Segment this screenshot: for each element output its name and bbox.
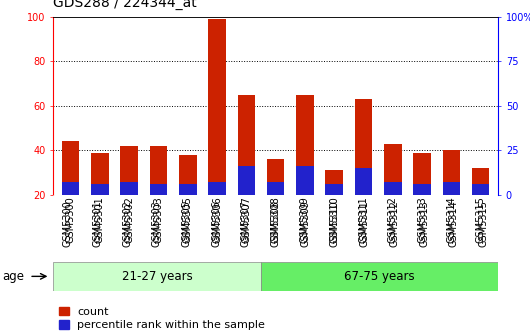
Text: GSM5311: GSM5311 (360, 200, 369, 247)
Text: GSM5302: GSM5302 (122, 200, 132, 247)
Bar (91, 153, 109, 195)
Bar (325, 170, 343, 195)
Legend: count, percentile rank within the sample: count, percentile rank within the sample (58, 307, 266, 330)
Text: GSM5300: GSM5300 (63, 200, 73, 247)
Text: GSM5301: GSM5301 (93, 200, 102, 247)
Text: GSM5312: GSM5312 (390, 200, 399, 247)
Bar (62, 181, 80, 195)
Bar (120, 181, 138, 195)
Text: GSM5308: GSM5308 (271, 200, 280, 247)
Text: GSM5306: GSM5306 (211, 200, 221, 247)
Text: GSM5310: GSM5310 (330, 200, 340, 247)
Bar (53, 262, 261, 291)
Bar (237, 166, 255, 195)
Bar (472, 168, 489, 195)
Bar (355, 99, 372, 195)
Bar (443, 151, 460, 195)
Bar (62, 141, 80, 195)
Text: age: age (3, 270, 25, 283)
Text: GSM5309: GSM5309 (301, 200, 310, 247)
Bar (472, 184, 489, 195)
Bar (413, 184, 431, 195)
Bar (208, 181, 226, 195)
Text: GSM5315: GSM5315 (479, 200, 488, 247)
Bar (296, 95, 314, 195)
Text: 67-75 years: 67-75 years (344, 270, 415, 283)
Bar (149, 184, 167, 195)
Bar (355, 168, 372, 195)
Bar (208, 19, 226, 195)
Bar (179, 155, 197, 195)
Bar (384, 181, 402, 195)
Text: GSM5314: GSM5314 (449, 200, 458, 247)
Bar (325, 184, 343, 195)
Text: GSM5313: GSM5313 (419, 200, 429, 247)
Text: 21-27 years: 21-27 years (121, 270, 192, 283)
Text: GSM5303: GSM5303 (152, 200, 162, 247)
Bar (296, 166, 314, 195)
Bar (443, 181, 460, 195)
Bar (267, 181, 285, 195)
Text: GDS288 / 224344_at: GDS288 / 224344_at (53, 0, 197, 10)
Bar (384, 144, 402, 195)
Bar (91, 184, 109, 195)
Bar (149, 146, 167, 195)
Bar (237, 95, 255, 195)
Bar (261, 262, 498, 291)
Bar (179, 184, 197, 195)
Text: GSM5305: GSM5305 (182, 200, 191, 247)
Bar (120, 146, 138, 195)
Bar (267, 159, 285, 195)
Bar (413, 153, 431, 195)
Text: GSM5307: GSM5307 (241, 200, 251, 247)
